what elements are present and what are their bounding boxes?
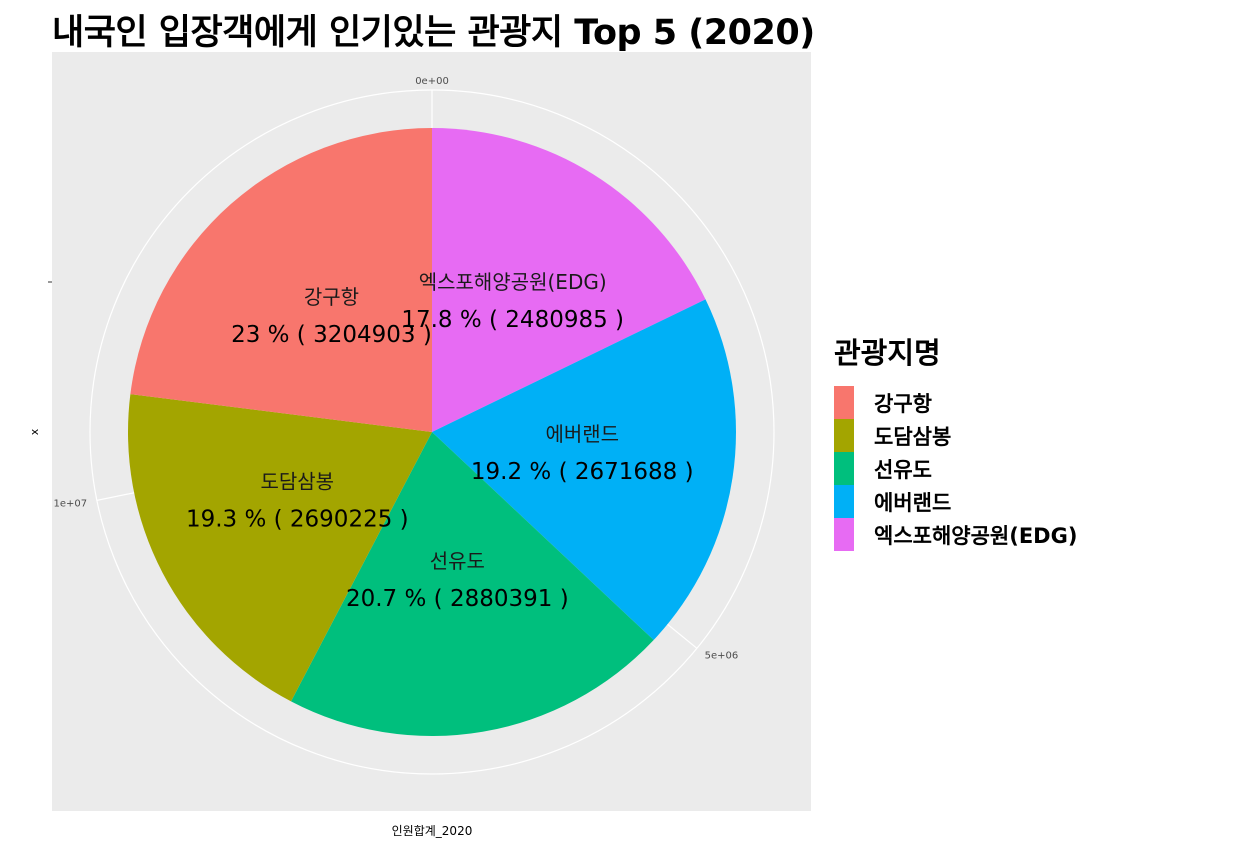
- legend-label: 엑스포해양공원(EDG): [874, 523, 1078, 548]
- legend-key: [834, 452, 854, 485]
- slice-name-label-4: 엑스포해양공원(EDG): [419, 270, 607, 294]
- pie-slice-3: [432, 299, 736, 641]
- slice-name-label-3: 에버랜드: [545, 422, 619, 446]
- pie-slice-2: [291, 432, 654, 736]
- x-axis-label: 인원합계_2020: [392, 824, 473, 838]
- legend-key: [834, 518, 854, 551]
- legend-key: [834, 419, 854, 452]
- legend-label: 에버랜드: [874, 490, 952, 515]
- legend-key: [834, 386, 854, 419]
- legend-key: [834, 485, 854, 518]
- legend-item: 에버랜드: [834, 485, 1077, 518]
- pie-slice-0: [130, 128, 432, 432]
- slice-value-label-2: 20.7 % ( 2880391 ): [346, 586, 569, 612]
- slice-value-label-1: 19.3 % ( 2690225 ): [186, 506, 409, 532]
- legend-title: 관광지명: [834, 336, 941, 370]
- theta-tick-label-2: 1e+07: [53, 498, 87, 509]
- slice-name-label-0: 강구항: [304, 285, 359, 309]
- slice-value-label-4: 17.8 % ( 2480985 ): [401, 307, 624, 333]
- y-axis-label: x: [28, 428, 41, 435]
- label-layer: 강구항 23 % ( 3204903 ) 도담삼봉 19.3 % ( 2690225 …: [186, 270, 694, 612]
- slice-name-label-1: 도담삼봉: [260, 469, 334, 493]
- slice-value-label-3: 19.2 % ( 2671688 ): [471, 459, 694, 485]
- legend-item: 선유도: [834, 452, 1077, 485]
- tick-layer: 0e+00 5e+06 1e+07: [53, 76, 738, 662]
- theta-tick-label-1: 5e+06: [705, 651, 739, 662]
- slice-layer: [128, 128, 736, 736]
- theta-tick-label-0: 0e+00: [415, 76, 449, 87]
- chart-title: 내국인 입장객에게 인기있는 관광지 Top 5 (2020): [52, 13, 815, 53]
- slice-name-label-2: 선유도: [430, 549, 485, 573]
- legend-label: 강구항: [874, 391, 932, 416]
- pie-slice-1: [128, 394, 432, 702]
- legend-item: 엑스포해양공원(EDG): [834, 518, 1077, 551]
- legend-label: 선유도: [874, 457, 932, 482]
- slice-value-label-0: 23 % ( 3204903 ): [231, 322, 432, 348]
- legend-label: 도담삼봉: [874, 424, 952, 449]
- pie-slice-4: [432, 128, 706, 432]
- legend-item: 강구항: [834, 386, 1077, 419]
- legend-item: 도담삼봉: [834, 419, 1077, 452]
